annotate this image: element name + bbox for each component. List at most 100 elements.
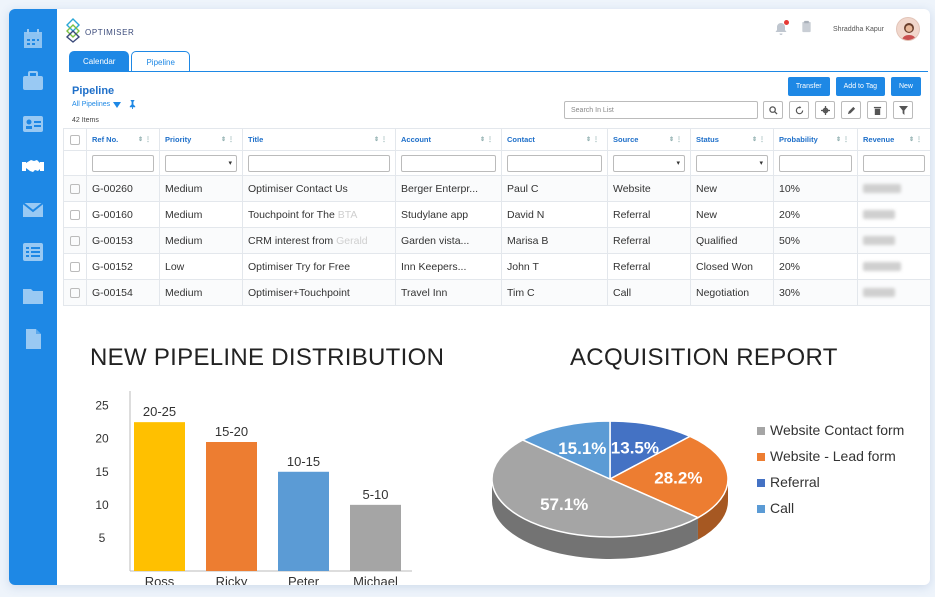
sort-icon[interactable]: ⇕⋮ [220,137,236,143]
row-select-cell[interactable] [63,279,87,306]
probability-filter-input[interactable] [779,154,852,172]
column-header-account[interactable]: Account ⇕⋮ [395,128,502,151]
calendar-icon[interactable] [9,19,57,59]
mail-icon[interactable] [9,190,57,230]
delete-button[interactable] [867,101,887,119]
sort-icon[interactable]: ⇕⋮ [751,137,767,143]
column-header-ref[interactable]: Ref No. ⇕⋮ [86,128,160,151]
table-row[interactable]: G-00154 Medium Optimiser+Touchpoint Trav… [63,279,930,306]
column-header-title[interactable]: Title ⇕⋮ [242,128,396,151]
sort-icon[interactable]: ⇕⋮ [585,137,601,143]
title-text[interactable]: CRM interest from [248,234,334,247]
pin-icon[interactable] [128,100,137,109]
y-tick-label: 20 [95,432,109,446]
contact-link[interactable]: Tim C [501,279,608,306]
pie-slice [491,439,700,538]
row-checkbox[interactable] [70,209,80,220]
ref-filter-input[interactable] [92,154,154,172]
row-select-cell[interactable] [63,175,87,202]
account-link[interactable]: Inn Keepers... [395,253,502,280]
add-to-tag-button[interactable]: Add to Tag [835,77,885,96]
title-text[interactable]: Optimiser Try for Free [248,260,351,273]
column-label: Probability [779,135,818,144]
sort-icon[interactable]: ⇕⋮ [373,137,389,143]
revenue-filter-input[interactable] [863,154,925,172]
sort-icon[interactable]: ⇕⋮ [908,137,924,143]
bar [134,422,185,571]
briefcase-icon[interactable] [9,61,57,101]
settings-button[interactable] [815,101,835,119]
column-header-probability[interactable]: Probability ⇕⋮ [773,128,858,151]
contact-link[interactable]: David N [501,201,608,228]
edit-button[interactable] [841,101,861,119]
row-checkbox[interactable] [70,183,80,194]
account-link[interactable]: Studylane app [395,201,502,228]
account-link[interactable]: Travel Inn [395,279,502,306]
column-header-status[interactable]: Status ⇕⋮ [690,128,774,151]
pipeline-filter[interactable]: All Pipelines [72,100,137,109]
table-row[interactable]: G-00160 Medium Touchpoint for The BTA St… [63,201,930,228]
legend-swatch [757,453,765,461]
search-input[interactable]: Search In List [564,101,758,119]
ref-cell: G-00154 [86,279,160,306]
tab-calendar[interactable]: Calendar [69,51,130,71]
row-checkbox[interactable] [70,261,80,272]
title-cell[interactable]: CRM interest from Gerald [242,227,396,254]
title-cell[interactable]: Optimiser+Touchpoint [242,279,396,306]
filter-button[interactable] [893,101,913,119]
title-text[interactable]: Optimiser Contact Us [248,182,348,195]
document-icon[interactable] [9,319,57,359]
title-filter-input[interactable] [248,154,390,172]
sort-icon[interactable]: ⇕⋮ [137,137,153,143]
account-link[interactable]: Berger Enterpr... [395,175,502,202]
title-text[interactable]: Touchpoint for The [248,208,335,221]
table-row[interactable]: G-00152 Low Optimiser Try for Free Inn K… [63,253,930,280]
title-cell[interactable]: Optimiser Try for Free [242,253,396,280]
status-filter-select[interactable]: ▾ [696,154,768,172]
select-all-checkbox[interactable] [70,134,80,145]
column-header-priority[interactable]: Priority ⇕⋮ [159,128,243,151]
pipeline-filter-label[interactable]: All Pipelines [72,101,111,108]
folder-icon[interactable] [9,276,57,316]
source-filter-select[interactable]: ▾ [613,154,685,172]
contact-card-icon[interactable] [9,104,57,144]
column-header-source[interactable]: Source ⇕⋮ [607,128,691,151]
contact-filter-input[interactable] [507,154,602,172]
sort-icon[interactable]: ⇕⋮ [479,137,495,143]
caret-down-icon[interactable] [113,101,122,108]
transfer-button[interactable]: Transfer [787,77,830,96]
account-link[interactable]: Garden vista... [395,227,502,254]
notification-bell-icon[interactable] [774,20,790,36]
sort-icon[interactable]: ⇕⋮ [668,137,684,143]
row-checkbox[interactable] [70,235,80,246]
contact-link[interactable]: Paul C [501,175,608,202]
title-text[interactable]: Optimiser+Touchpoint [248,286,350,299]
column-header-revenue[interactable]: Revenue ⇕⋮ [857,128,930,151]
handshake-icon[interactable] [9,146,57,186]
avatar[interactable] [896,17,920,41]
table-row[interactable]: G-00153 Medium CRM interest from Gerald … [63,227,930,254]
clipboard-icon[interactable] [800,20,813,38]
revenue-redacted [863,210,895,220]
x-tick-label: Peter [288,574,320,585]
list-icon[interactable] [9,232,57,272]
refresh-button[interactable] [789,101,809,119]
row-select-cell[interactable] [63,227,87,254]
new-button[interactable]: New [890,77,921,96]
sidebar [9,9,57,585]
table-row[interactable]: G-00260 Medium Optimiser Contact Us Berg… [63,175,930,202]
tab-pipeline[interactable]: Pipeline [131,51,190,72]
contact-link[interactable]: John T [501,253,608,280]
title-cell[interactable]: Touchpoint for The BTA [242,201,396,228]
row-checkbox[interactable] [70,287,80,298]
priority-filter-select[interactable]: ▾ [165,154,237,172]
sort-icon[interactable]: ⇕⋮ [835,137,851,143]
search-button[interactable] [763,101,783,119]
column-header-contact[interactable]: Contact ⇕⋮ [501,128,608,151]
account-filter-input[interactable] [401,154,496,172]
contact-link[interactable]: Marisa B [501,227,608,254]
row-select-cell[interactable] [63,201,87,228]
select-all-cell[interactable] [63,128,87,151]
title-cell[interactable]: Optimiser Contact Us [242,175,396,202]
row-select-cell[interactable] [63,253,87,280]
